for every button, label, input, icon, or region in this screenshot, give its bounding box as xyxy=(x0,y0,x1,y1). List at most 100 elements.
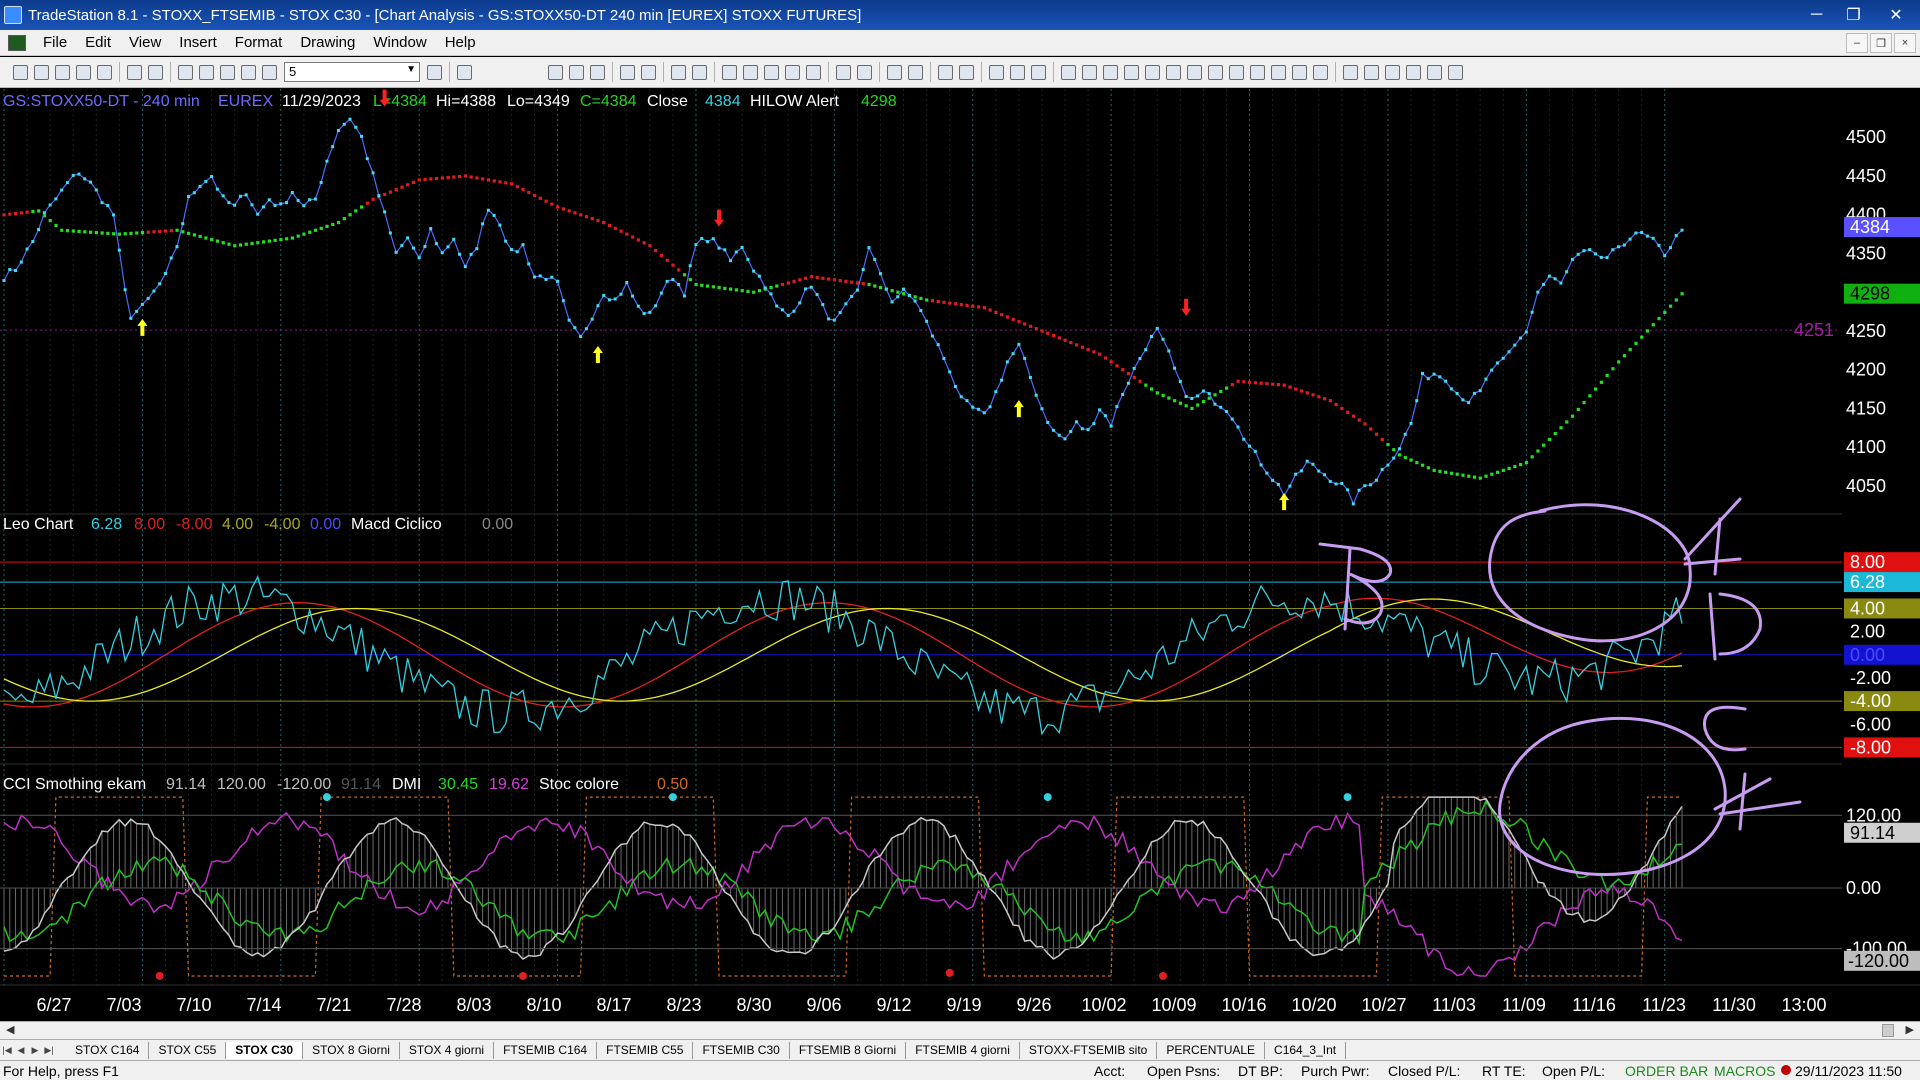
palette-icon[interactable] xyxy=(262,64,277,80)
menu-insert[interactable]: Insert xyxy=(179,34,217,51)
menu-view[interactable]: View xyxy=(129,34,162,51)
regression-icon[interactable] xyxy=(1229,64,1244,80)
speed-lines-icon[interactable] xyxy=(1187,64,1202,80)
scroll-thumb[interactable] xyxy=(1882,1024,1894,1037)
new-icon[interactable] xyxy=(13,64,28,80)
zoom-v-icon[interactable] xyxy=(857,64,872,80)
tab-ftsemib-c164[interactable]: FTSEMIB C164 xyxy=(494,1041,598,1059)
workspace-combo[interactable]: 5 ▼ xyxy=(284,62,420,82)
scroll-left-icon[interactable]: ◀ xyxy=(6,1024,15,1036)
horizontal-line-icon[interactable] xyxy=(1103,64,1118,80)
tab-prev-icon[interactable]: ◀ xyxy=(17,1044,25,1055)
maximize-button[interactable]: ❐ xyxy=(1846,7,1861,24)
chevron-down-icon[interactable]: ▼ xyxy=(406,64,416,75)
layout-icon-2[interactable] xyxy=(569,64,584,80)
lock-icon[interactable] xyxy=(220,64,235,80)
order-bar-indicator[interactable]: ORDER BAR xyxy=(1625,1063,1709,1079)
mdi-close-button[interactable]: × xyxy=(1894,33,1916,53)
price-dot xyxy=(1149,334,1153,338)
horizontal-scrollbar[interactable]: ◀ ▶ xyxy=(0,1021,1920,1039)
zoom-out-icon[interactable] xyxy=(908,64,923,80)
zoom-h-icon[interactable] xyxy=(836,64,851,80)
chart-window-icon[interactable] xyxy=(8,34,26,51)
menu-drawing[interactable]: Drawing xyxy=(300,34,356,51)
ellipse-icon[interactable] xyxy=(1406,64,1421,80)
tab-stox-c30[interactable]: STOX C30 xyxy=(226,1041,304,1059)
arrow-line-icon[interactable] xyxy=(1271,64,1286,80)
andrews-icon[interactable] xyxy=(1208,64,1223,80)
bar-chart-icon[interactable] xyxy=(764,64,779,80)
new-window-icon[interactable] xyxy=(76,64,91,80)
open-icon[interactable] xyxy=(34,64,49,80)
tab-ftsemib-c30[interactable]: FTSEMIB C30 xyxy=(693,1041,790,1059)
line-chart-icon[interactable] xyxy=(806,64,821,80)
candle-icon[interactable] xyxy=(785,64,800,80)
menu-edit[interactable]: Edit xyxy=(85,34,112,51)
radar-icon[interactable] xyxy=(722,64,737,80)
cycle-icon[interactable] xyxy=(1292,64,1307,80)
down-arrow-icon[interactable] xyxy=(1364,64,1379,80)
data-window-icon[interactable] xyxy=(959,64,974,80)
tile-icon[interactable] xyxy=(199,64,214,80)
tab-ftsemib-8-giorni[interactable]: FTSEMIB 8 Giorni xyxy=(790,1041,907,1059)
brush-icon[interactable] xyxy=(241,64,256,80)
insert-analysis-icon[interactable] xyxy=(671,64,686,80)
tab-ftsemib-4-giorni[interactable]: FTSEMIB 4 giorni xyxy=(906,1041,1020,1059)
ray-icon[interactable] xyxy=(1250,64,1265,80)
play-icon[interactable] xyxy=(427,64,442,80)
vertical-line-icon[interactable] xyxy=(1082,64,1097,80)
price-dot xyxy=(210,175,214,179)
macros-indicator[interactable]: MACROS xyxy=(1714,1063,1776,1079)
print-icon[interactable] xyxy=(148,64,163,80)
pointer-icon[interactable] xyxy=(938,64,953,80)
minimize-button[interactable]: ─ xyxy=(1810,6,1823,23)
price-dot xyxy=(930,334,934,338)
save-icon[interactable] xyxy=(127,64,142,80)
tab-stox-8-giorni[interactable]: STOX 8 Giorni xyxy=(303,1041,400,1059)
ma-dot xyxy=(60,228,64,232)
binoculars-icon[interactable] xyxy=(457,64,472,80)
trendline-icon[interactable] xyxy=(1061,64,1076,80)
tab-first-icon[interactable]: |◀ xyxy=(2,1044,12,1055)
menu-file[interactable]: File xyxy=(43,34,68,51)
chart-canvas[interactable]: GS:STOXX50-DT - 240 min EUREX 11/29/2023… xyxy=(0,89,1920,1021)
menu-help[interactable]: Help xyxy=(444,34,476,51)
folder-icon[interactable] xyxy=(97,64,112,80)
gann-icon[interactable] xyxy=(1166,64,1181,80)
scanner-icon[interactable] xyxy=(743,64,758,80)
alert-icon[interactable] xyxy=(1010,64,1025,80)
format-analysis-icon[interactable] xyxy=(692,64,707,80)
tab-c164-3-int[interactable]: C164_3_Int xyxy=(1265,1041,1347,1059)
chart-type-icon-1[interactable] xyxy=(620,64,635,80)
tab-stoxx-ftsemib-sito[interactable]: STOXX-FTSEMIB sito xyxy=(1020,1041,1158,1059)
tab-percentuale[interactable]: PERCENTUALE xyxy=(1157,1041,1266,1059)
tab-last-icon[interactable]: ▶| xyxy=(44,1044,54,1055)
scroll-right-icon[interactable]: ▶ xyxy=(1905,1024,1914,1036)
cascade-icon[interactable] xyxy=(178,64,193,80)
chart-analysis-window[interactable]: GS:STOXX50-DT - 240 min EUREX 11/29/2023… xyxy=(0,89,1920,1021)
chart-type-icon-2[interactable] xyxy=(641,64,656,80)
tab-ftsemib-c55[interactable]: FTSEMIB C55 xyxy=(597,1041,694,1059)
rectangle-icon[interactable] xyxy=(1427,64,1442,80)
menu-format[interactable]: Format xyxy=(234,34,283,51)
layout-icon-1[interactable] xyxy=(548,64,563,80)
zoom-in-icon[interactable] xyxy=(887,64,902,80)
tab-stox-c55[interactable]: STOX C55 xyxy=(149,1041,227,1059)
close-button[interactable]: ✕ xyxy=(1889,7,1903,24)
up-arrow-icon[interactable] xyxy=(1385,64,1400,80)
text-icon[interactable] xyxy=(1448,64,1463,80)
options-icon[interactable] xyxy=(1031,64,1046,80)
save-all-icon[interactable] xyxy=(55,64,70,80)
tab-stox-4-giorni[interactable]: STOX 4 giorni xyxy=(400,1041,495,1059)
channel-icon[interactable] xyxy=(1124,64,1139,80)
tools-icon[interactable] xyxy=(989,64,1004,80)
tab-stox-c164[interactable]: STOX C164 xyxy=(66,1041,150,1059)
fib-icon[interactable] xyxy=(1145,64,1160,80)
arc-icon[interactable] xyxy=(1343,64,1358,80)
menu-window[interactable]: Window xyxy=(373,34,427,51)
mdi-minimize-button[interactable]: – xyxy=(1846,33,1868,53)
mdi-restore-button[interactable]: ❐ xyxy=(1870,33,1892,53)
layout-icon-3[interactable] xyxy=(590,64,605,80)
tab-next-icon[interactable]: ▶ xyxy=(31,1044,39,1055)
pen-icon[interactable] xyxy=(1313,64,1328,80)
